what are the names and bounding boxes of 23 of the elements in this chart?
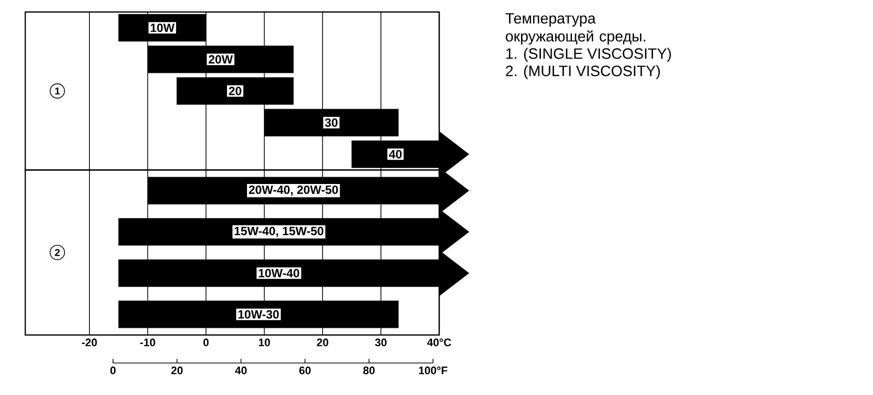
x2-tick-label: 20: [171, 366, 183, 374]
y-tick-label: 10W: [150, 24, 175, 32]
y-tick-label: 20W-40, 20W-50: [248, 186, 338, 196]
y-tick-label: 10W-40: [258, 268, 300, 278]
x-tick-label: -10: [140, 338, 156, 346]
y-tick-label: 10W-30: [238, 310, 279, 319]
text: 1. (SINGLE VISCOSITY): [506, 48, 671, 62]
text: Температура окружающей среды.: [506, 13, 646, 45]
y-tick-label: 20W: [208, 55, 233, 64]
annotation: 1: [55, 88, 60, 94]
y-tick-label: 15W-40, 15W-50: [234, 226, 324, 237]
x2-tick-label: 0: [110, 366, 116, 374]
x-tick-label: 10: [258, 338, 270, 346]
x2-tick-label: 100°F: [419, 366, 448, 374]
x-tick-label: 40°C: [427, 338, 452, 346]
text: 2. (MULTI VISCOSITY): [506, 65, 660, 80]
x-tick-label: 30: [375, 338, 387, 346]
x2-tick-label: 60: [299, 366, 311, 374]
x-tick-label: 20: [316, 338, 328, 346]
annotation: 2: [54, 249, 60, 256]
x-tick-label: 0: [203, 338, 209, 346]
x2-tick-label: 80: [363, 366, 375, 374]
x-tick-label: -20: [82, 338, 97, 346]
